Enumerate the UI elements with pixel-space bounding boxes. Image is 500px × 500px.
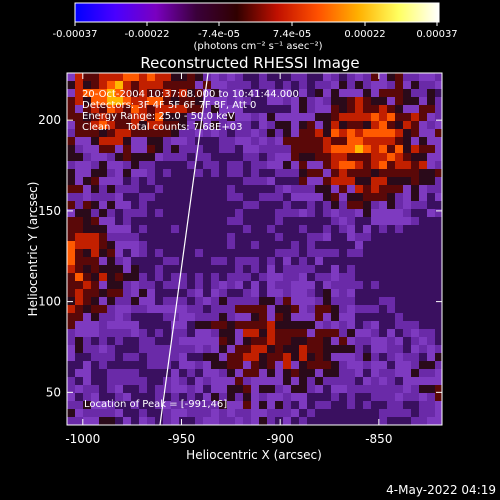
colorbar-tick-label: 7.4e-05 [273, 29, 311, 40]
image-area [67, 73, 442, 425]
x-tick-label: -900 [267, 432, 294, 446]
image-pixels [67, 73, 442, 425]
x-tick-label: -850 [365, 432, 392, 446]
plot-title: Reconstructed RHESSI Image [140, 54, 359, 72]
info-block: 20-Oct-2004 10:37:08.000 to 10:41:44.000… [82, 89, 299, 133]
x-tick-label: -950 [168, 432, 195, 446]
info-method-counts: Clean Total counts: 7.68E+03 [82, 122, 242, 133]
y-axis-label: Heliocentric Y (arcsec) [26, 182, 40, 317]
timestamp: 4-May-2022 04:19 [386, 483, 496, 497]
y-tick-label: 200 [38, 113, 61, 127]
x-axis-ticks: -1000 -950 -900 -850 [65, 73, 392, 446]
colorbar-ticks: -0.00037 -0.00022 -7.4e-05 7.4e-05 0.00022 0.… [53, 22, 458, 40]
colorbar-tick-label: -0.00022 [125, 29, 170, 40]
info-time-range: 20-Oct-2004 10:37:08.000 to 10:41:44.000 [82, 89, 299, 100]
plot-frame [66, 72, 443, 426]
x-tick-label: -1000 [65, 432, 100, 446]
colorbar-units: (photons cm⁻² s⁻¹ asec⁻²) [193, 41, 322, 52]
solar-limb-line [159, 73, 209, 425]
colorbar: -0.00037 -0.00022 -7.4e-05 7.4e-05 0.00022 0.… [53, 2, 458, 52]
colorbar-tick-label: 0.00037 [416, 29, 457, 40]
y-tick-label: 100 [38, 295, 61, 309]
y-tick-label: 150 [38, 204, 61, 218]
peak-location: Location of Peak = [-991,46] [84, 399, 227, 410]
colorbar-frame [74, 2, 440, 23]
colorbar-tick-label: -0.00037 [53, 29, 98, 40]
colorbar-tick-label: -7.4e-05 [198, 29, 240, 40]
info-energy-range: Energy Range: 25.0 - 50.0 keV [82, 111, 235, 122]
colorbar-bar [75, 3, 439, 22]
y-tick-label: 50 [46, 385, 61, 399]
y-axis-ticks: 50 100 150 200 [38, 113, 442, 399]
colorbar-tick-label: 0.00022 [344, 29, 385, 40]
x-axis-label: Heliocentric X (arcsec) [186, 448, 322, 462]
info-detectors: Detectors: 3F 4F 5F 6F 7F 8F, Att 0 [82, 100, 256, 111]
